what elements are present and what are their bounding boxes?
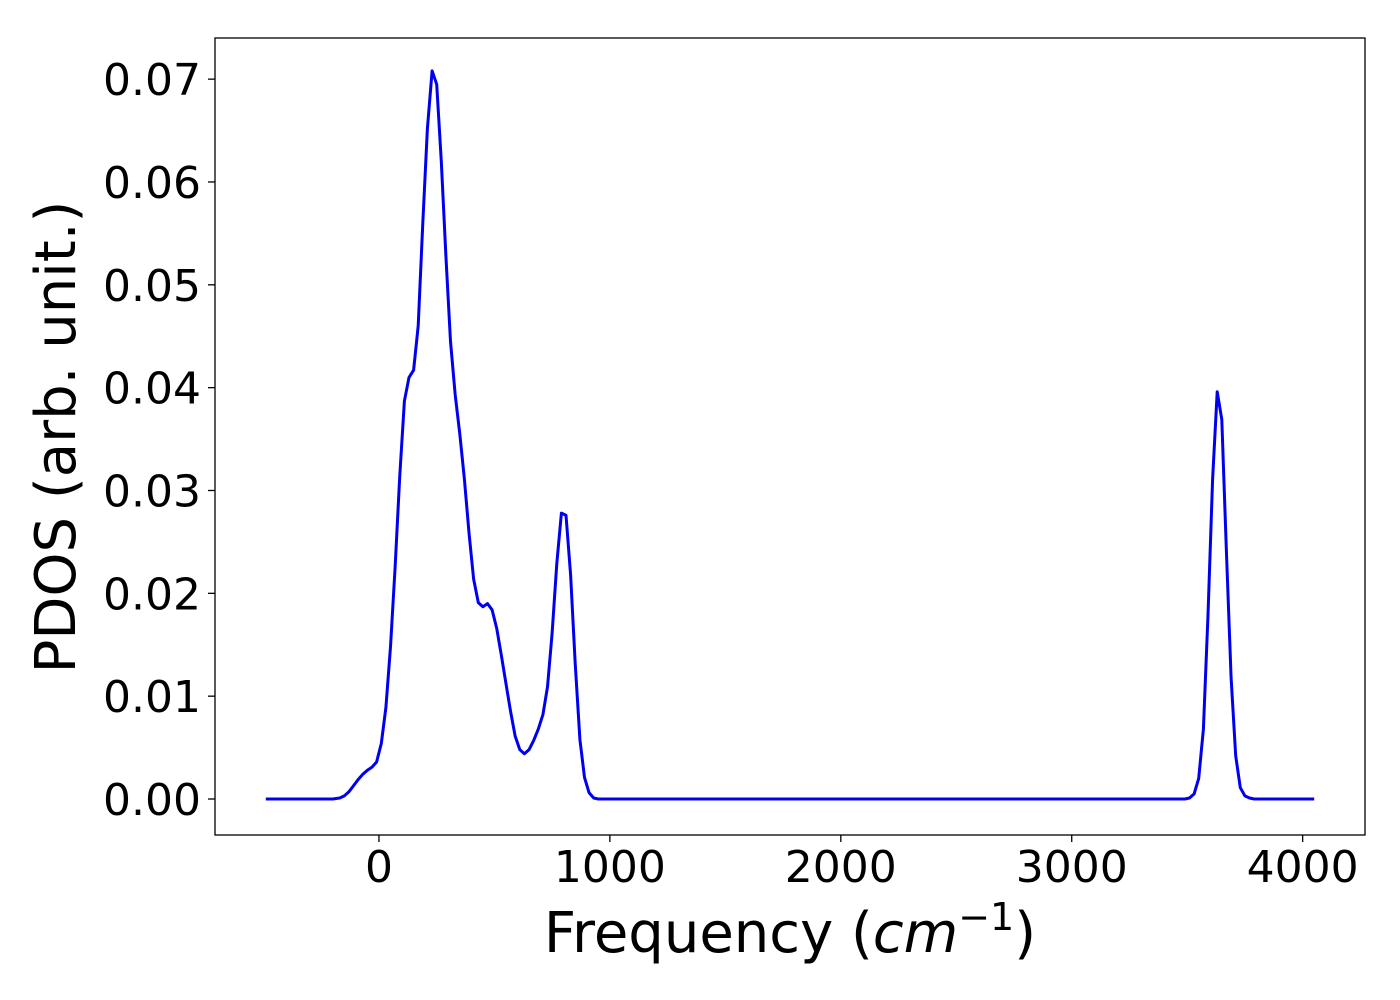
y-tick-label: 0.04: [103, 364, 201, 415]
axes-frame: [214, 37, 1366, 836]
y-tick-label: 0.02: [103, 569, 201, 620]
y-axis-label: PDOS (arb. unit.): [24, 201, 89, 674]
y-tick-label: 0.05: [103, 261, 201, 312]
x-tick-label: 1000: [554, 842, 666, 893]
y-axis-ticks: 0.00 0.01 0.02 0.03 0.04 0.05 0.06 0.07: [103, 55, 215, 826]
x-tick-label: 2000: [785, 842, 897, 893]
x-axis-label: Frequency (cm−1): [544, 895, 1036, 966]
x-axis-ticks: 0 1000 2000 3000 4000: [365, 835, 1359, 893]
y-tick-label: 0.03: [103, 466, 201, 517]
x-tick-label: 0: [365, 842, 393, 893]
y-tick-label: 0.01: [103, 672, 201, 723]
y-tick-label: 0.00: [103, 775, 201, 826]
x-tick-label: 3000: [1016, 842, 1128, 893]
x-tick-label: 4000: [1247, 842, 1359, 893]
y-tick-label: 0.07: [103, 55, 201, 106]
pdos-series-line: [265, 69, 1315, 801]
plot-area: [265, 69, 1315, 801]
y-tick-label: 0.06: [103, 158, 201, 209]
